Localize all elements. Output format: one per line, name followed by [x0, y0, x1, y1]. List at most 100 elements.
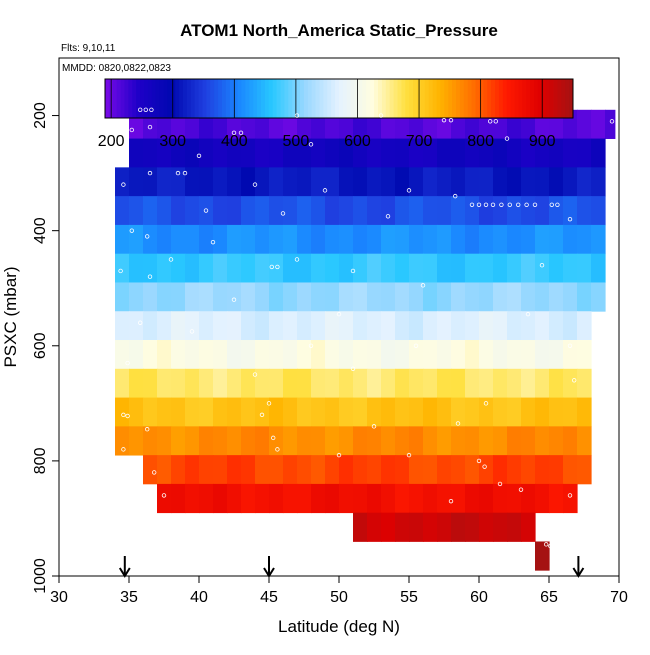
colorbar-segment [233, 79, 239, 118]
heatmap-cell [241, 455, 256, 485]
observation-point [406, 188, 412, 193]
heatmap-cell [353, 426, 368, 456]
colorbar-segment [463, 79, 469, 118]
heatmap-cell [353, 253, 368, 283]
heatmap-cell [395, 253, 410, 283]
colorbar-segment [268, 79, 274, 118]
colorbar-tick-label: 600 [344, 133, 371, 150]
heatmap-cell [367, 167, 382, 197]
colorbar-segment [366, 79, 371, 118]
heatmap-cell [143, 167, 158, 197]
heatmap-cell [423, 455, 438, 485]
heatmap-cell [213, 397, 228, 427]
heatmap-cell [381, 426, 396, 456]
heatmap-cell [297, 253, 312, 283]
heatmap-cell [395, 196, 410, 226]
observation-point [144, 234, 150, 239]
heatmap-cell [591, 167, 606, 197]
observation-point [483, 401, 489, 406]
colorbar-segment [147, 79, 153, 118]
heatmap-cell [409, 282, 424, 312]
heatmap-cell [381, 311, 396, 341]
heatmap-cell [521, 253, 536, 283]
heatmap-cell [479, 426, 494, 456]
x-tick-label: 40 [190, 589, 208, 606]
heatmap-cell [521, 340, 536, 370]
observation-point [549, 527, 554, 533]
heatmap-cell [157, 397, 172, 427]
heatmap-cell [465, 224, 480, 255]
observation-point [129, 127, 134, 133]
heatmap-cell [409, 196, 424, 226]
heatmap-cell [563, 253, 578, 283]
heatmap-cell [521, 224, 536, 255]
colorbar-segment [214, 79, 219, 118]
observation-point [455, 421, 461, 426]
colorbar-segment [444, 79, 449, 118]
colorbar-segment [432, 79, 437, 118]
heatmap-cell [479, 253, 494, 283]
heatmap-cell [395, 455, 410, 485]
heatmap-cell [507, 253, 522, 283]
observation-point [488, 119, 493, 124]
colorbar-segment [194, 79, 200, 118]
colorbar-segment [272, 79, 278, 118]
heatmap-cell [563, 282, 578, 312]
heatmap-cell [409, 426, 424, 456]
colorbar-segment [409, 79, 414, 118]
heatmap-cell [283, 167, 298, 197]
heatmap-cell [535, 253, 550, 283]
heatmap-cell [213, 167, 228, 197]
heatmap-cell [353, 483, 368, 514]
heatmap-cell [241, 253, 256, 283]
heatmap-cell [395, 167, 410, 197]
heatmap-cell [451, 253, 466, 283]
colorbar-tick-label: 900 [529, 133, 556, 150]
heatmap-cell [535, 311, 550, 341]
heatmap-cell [395, 397, 410, 427]
heatmap-cell [171, 455, 186, 485]
heatmap-cell [465, 311, 480, 341]
heatmap-cell [577, 167, 592, 197]
colorbar-segment [202, 79, 207, 118]
heatmap-cell [395, 311, 410, 341]
heatmap-cell [255, 455, 270, 485]
heatmap-cell [185, 340, 200, 370]
heatmap-cell [129, 196, 144, 226]
heatmap-cell [283, 483, 298, 514]
heatmap-cell [577, 138, 592, 168]
heatmap-cell [129, 426, 144, 456]
heatmap-cell [451, 512, 466, 542]
colorbar-segment [136, 79, 141, 118]
heatmap-cell [591, 282, 606, 312]
x-tick-label: 65 [540, 589, 558, 606]
heatmap-cell [493, 483, 508, 514]
colorbar-segment [498, 79, 504, 118]
heatmap-cell [381, 397, 396, 427]
heatmap-cell [493, 224, 508, 255]
colorbar-segment [241, 79, 246, 118]
colorbar-segment [569, 79, 574, 118]
heatmap-cell [199, 426, 214, 456]
heatmap-cell [325, 196, 340, 226]
x-axis-label: Latitude (deg N) [278, 617, 400, 636]
observation-point [336, 452, 342, 458]
observation-point [182, 170, 188, 176]
heatmap-cell [241, 282, 256, 312]
heatmap-cell [339, 167, 354, 197]
heatmap-cell [339, 368, 354, 398]
observation-point [549, 202, 554, 207]
observation-point [203, 208, 209, 213]
heatmap-cell [185, 196, 200, 226]
heatmap-cell [199, 167, 214, 197]
colorbar-segment [163, 79, 168, 118]
heatmap-cell [549, 253, 564, 283]
heatmap-cell [199, 397, 214, 427]
heatmap-cell [493, 368, 508, 398]
observation-point [231, 130, 237, 136]
heatmap-cell [227, 282, 242, 312]
colorbar-segment [428, 79, 434, 118]
heatmap-cell [465, 282, 480, 312]
observation-point [196, 153, 202, 159]
observation-point [524, 202, 529, 207]
